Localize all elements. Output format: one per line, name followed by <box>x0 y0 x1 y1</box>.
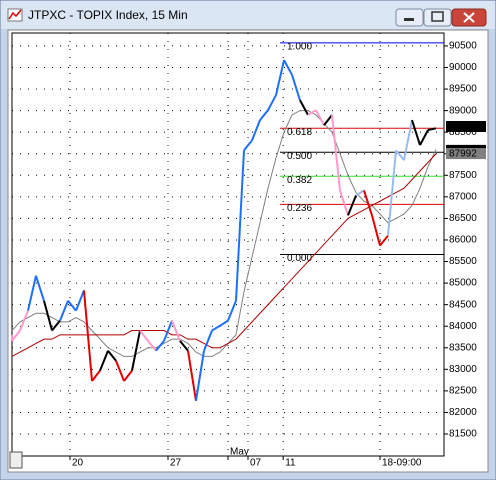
price-bar <box>339 190 349 216</box>
x-tick-label: 07 <box>250 458 262 469</box>
fib-label: 0.000 <box>287 253 312 264</box>
price-bar <box>251 119 261 141</box>
price-bar <box>195 350 205 401</box>
price-marker <box>446 148 486 160</box>
fib-label: 0.500 <box>287 151 312 162</box>
price-bar <box>19 310 29 331</box>
price-marker-label: 88620 <box>449 122 477 133</box>
price-bar <box>203 330 213 352</box>
y-tick-label: 90000 <box>449 62 477 73</box>
y-tick-label: 90500 <box>449 41 477 52</box>
y-tick-label: 85000 <box>449 278 477 289</box>
price-bar <box>267 94 277 111</box>
price-bar <box>75 290 85 312</box>
price-bar <box>59 300 69 321</box>
price-bar <box>11 329 21 342</box>
y-tick-label: 84500 <box>449 299 477 310</box>
price-bar <box>211 324 221 332</box>
price-bar <box>363 190 373 216</box>
y-tick-label: 86500 <box>449 213 477 224</box>
window-title: JTPXC - TOPIX Index, 15 Min <box>28 8 188 22</box>
price-bar <box>179 340 189 352</box>
price-bar <box>387 150 397 236</box>
price-bar <box>99 350 109 371</box>
price-bar <box>187 350 197 401</box>
price-bar <box>27 275 37 311</box>
price-bar <box>219 319 229 327</box>
price-bar <box>395 149 405 161</box>
price-bar <box>259 109 269 121</box>
x-tick-label: 18-09:00 <box>382 458 422 469</box>
moving-average <box>11 153 437 357</box>
price-bar <box>315 109 325 126</box>
price-bar <box>347 195 357 216</box>
price-marker-label: 87992 <box>449 149 477 160</box>
minimize-button[interactable] <box>395 8 424 27</box>
price-bar <box>163 320 173 342</box>
x-tick-label: May <box>230 447 249 458</box>
price-bar <box>283 59 293 76</box>
price-bar <box>147 340 157 352</box>
price-bar <box>307 109 317 116</box>
price-bar <box>403 119 413 161</box>
price-bar <box>299 99 309 116</box>
price-bar <box>115 360 125 382</box>
price-bar <box>131 330 141 371</box>
price-bar <box>227 300 237 321</box>
y-tick-label: 86000 <box>449 235 477 246</box>
price-bar <box>419 129 429 146</box>
price-bar <box>235 150 245 301</box>
y-tick-label: 85500 <box>449 256 477 267</box>
price-bar <box>323 114 333 126</box>
price-bar <box>427 127 437 131</box>
y-tick-label: 83500 <box>449 342 477 353</box>
price-bar <box>411 119 421 146</box>
x-tick-label: 27 <box>170 458 182 469</box>
price-bar <box>51 319 61 332</box>
price-bar <box>139 329 149 342</box>
y-tick-label: 82000 <box>449 407 477 418</box>
close-button[interactable] <box>451 8 487 27</box>
plot: 9050090000895008900088500880008750087000… <box>11 33 486 469</box>
price-bar <box>331 114 341 191</box>
fib-label: 0.236 <box>287 203 312 214</box>
price-bar <box>91 370 101 382</box>
price-bar <box>155 340 165 352</box>
x-tick-label: 11 <box>285 458 296 469</box>
price-bar <box>123 370 133 382</box>
price-bar <box>355 189 365 197</box>
y-tick-label: 84000 <box>449 321 477 332</box>
price-bar <box>275 59 285 96</box>
fib-label: 0.382 <box>287 175 312 186</box>
fib-label: 1.000 <box>287 42 312 53</box>
price-bar <box>35 275 45 302</box>
restore-button[interactable] <box>423 8 452 27</box>
price-bar <box>371 215 381 246</box>
moving-average <box>11 110 437 357</box>
y-tick-label: 88500 <box>449 127 477 138</box>
y-tick-label: 89000 <box>449 105 477 116</box>
y-tick-label: 83000 <box>449 364 477 375</box>
y-tick-label: 82500 <box>449 386 477 397</box>
price-bar <box>67 300 77 312</box>
price-bar <box>171 320 181 342</box>
price-bar <box>291 74 301 101</box>
app-icon <box>7 8 23 22</box>
y-tick-label: 89500 <box>449 84 477 95</box>
y-tick-label: 87000 <box>449 191 477 202</box>
x-tick-label: 20 <box>72 458 84 469</box>
price-bar <box>107 350 117 362</box>
scroll-thumb[interactable] <box>9 451 23 469</box>
price-bar <box>243 139 253 151</box>
price-bar <box>379 235 389 247</box>
fib-label: 0.618 <box>287 127 312 138</box>
chart-area <box>7 29 489 473</box>
price-bar <box>83 290 93 382</box>
y-tick-label: 81500 <box>449 429 477 440</box>
price-marker <box>446 121 486 132</box>
price-bar <box>43 300 53 331</box>
y-tick-label: 87500 <box>449 170 477 181</box>
